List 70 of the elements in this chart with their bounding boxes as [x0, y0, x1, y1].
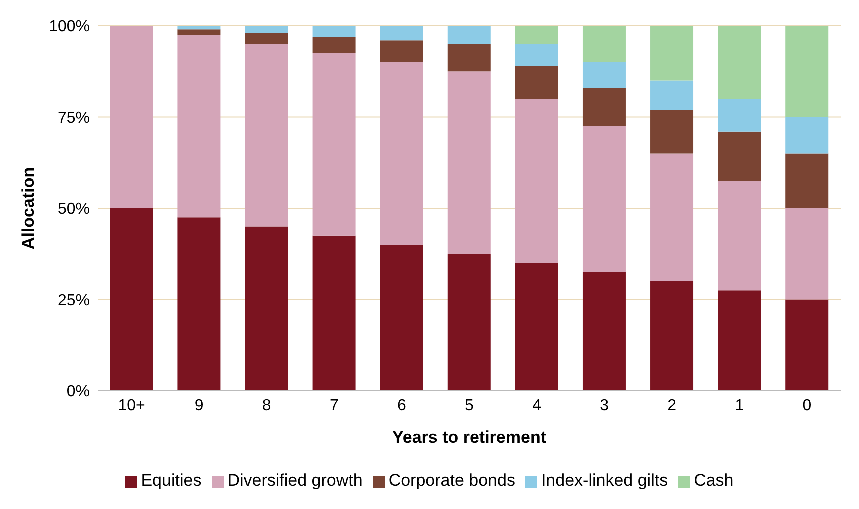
x-tick-label: 2 — [668, 397, 677, 414]
y-tick-label: 25% — [58, 292, 90, 310]
bar — [380, 40, 424, 62]
bar — [718, 132, 762, 182]
bar — [178, 30, 221, 36]
bar — [582, 272, 626, 391]
bar — [582, 126, 626, 272]
bar — [515, 66, 558, 99]
x-tick-label: 5 — [465, 397, 474, 414]
bar — [650, 110, 694, 154]
bar — [515, 99, 558, 264]
bar — [312, 53, 356, 236]
y-tick-label: 100% — [49, 18, 90, 36]
bar — [178, 218, 221, 391]
x-tick-label: 10+ — [118, 397, 146, 414]
x-tick-label: 0 — [802, 397, 812, 414]
bar — [786, 300, 829, 391]
x-tick-label: 6 — [398, 397, 406, 414]
bar — [110, 208, 154, 391]
bar — [650, 80, 694, 110]
bar — [312, 36, 356, 54]
bar — [786, 154, 829, 208]
bar — [650, 154, 694, 282]
bar — [448, 26, 491, 44]
bar — [786, 117, 829, 154]
bar — [245, 44, 288, 227]
x-tick-label: 1 — [735, 397, 744, 414]
y-tick-label: 0% — [66, 384, 90, 401]
bar — [786, 208, 829, 300]
bar — [245, 226, 288, 391]
bar — [650, 26, 694, 81]
bar — [786, 26, 829, 118]
legend-label: Cash — [694, 471, 734, 490]
y-axis-title: Allocation — [19, 167, 38, 250]
bar — [312, 236, 356, 391]
bar — [718, 181, 762, 291]
bar — [448, 254, 491, 391]
legend-label: Corporate bonds — [388, 471, 516, 490]
x-tick-label: 7 — [330, 397, 339, 414]
bar — [178, 35, 221, 218]
bar — [380, 62, 424, 245]
x-tick-label: 8 — [262, 397, 272, 414]
bar — [178, 26, 221, 30]
bar — [448, 72, 491, 254]
bar — [245, 33, 288, 44]
legend-label: Equities — [141, 471, 202, 490]
bar — [718, 290, 762, 391]
y-tick-label: 50% — [58, 201, 90, 218]
bar — [582, 88, 626, 126]
x-tick-label: 3 — [600, 397, 610, 414]
bar — [380, 26, 424, 41]
legend-label: Index-linked gilts — [541, 471, 668, 490]
bar — [515, 263, 558, 391]
bar — [718, 99, 762, 132]
bar — [582, 26, 626, 62]
bar — [380, 245, 424, 391]
bar — [515, 44, 558, 66]
bar — [650, 282, 694, 391]
x-tick-label: 9 — [194, 397, 204, 414]
y-tick-label: 75% — [58, 110, 90, 127]
bar — [515, 26, 558, 44]
bar — [448, 44, 491, 72]
bar — [245, 26, 288, 34]
x-axis-title: Years to retirement — [392, 428, 547, 447]
bar — [718, 26, 762, 99]
bar — [582, 62, 626, 88]
bar — [312, 26, 356, 37]
legend-label: Diversified growth — [228, 471, 363, 490]
bar — [110, 26, 154, 208]
x-tick-label: 4 — [532, 397, 542, 414]
